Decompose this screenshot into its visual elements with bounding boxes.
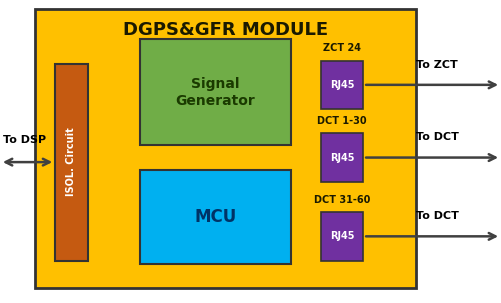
Text: DGPS&GFR MODULE: DGPS&GFR MODULE bbox=[123, 21, 328, 39]
Text: RJ45: RJ45 bbox=[330, 152, 354, 163]
FancyBboxPatch shape bbox=[140, 170, 291, 264]
FancyBboxPatch shape bbox=[140, 39, 291, 145]
FancyBboxPatch shape bbox=[321, 133, 363, 182]
Text: To DCT: To DCT bbox=[416, 211, 458, 221]
FancyBboxPatch shape bbox=[55, 64, 88, 261]
Text: MCU: MCU bbox=[194, 208, 236, 226]
Text: ZCT 24: ZCT 24 bbox=[323, 43, 361, 53]
Text: DCT 31-60: DCT 31-60 bbox=[314, 195, 370, 205]
Text: To DCT: To DCT bbox=[416, 132, 458, 142]
FancyBboxPatch shape bbox=[35, 9, 416, 288]
Text: RJ45: RJ45 bbox=[330, 231, 354, 241]
Text: Signal
Generator: Signal Generator bbox=[175, 77, 256, 108]
FancyBboxPatch shape bbox=[321, 212, 363, 261]
FancyBboxPatch shape bbox=[321, 61, 363, 109]
Text: DCT 1-30: DCT 1-30 bbox=[317, 116, 367, 126]
Text: To ZCT: To ZCT bbox=[416, 60, 458, 70]
Text: To DSP: To DSP bbox=[3, 135, 46, 145]
Text: ISOL. Circuit: ISOL. Circuit bbox=[67, 128, 76, 196]
Text: RJ45: RJ45 bbox=[330, 80, 354, 90]
